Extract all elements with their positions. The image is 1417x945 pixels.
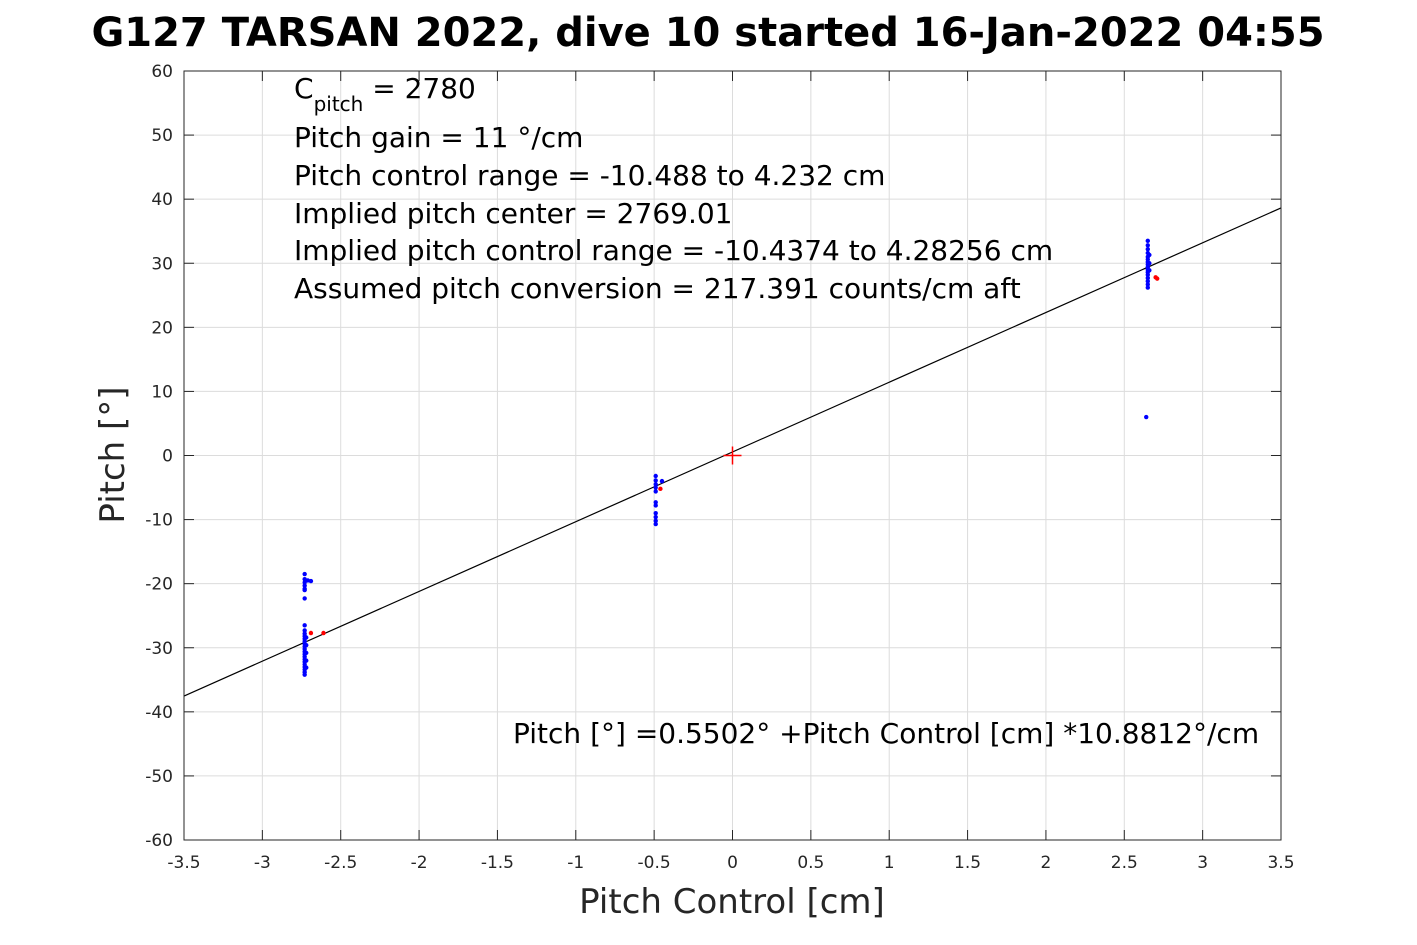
blue-data-point [653, 478, 658, 483]
annotation-fit-equation: Pitch [°] =0.5502° +Pitch Control [cm] *… [513, 717, 1259, 750]
annotation-implied-pitch-control-range: Implied pitch control range = -10.4374 t… [294, 234, 1053, 267]
y-tick-label: -50 [145, 767, 173, 787]
grid [183, 70, 1282, 841]
blue-data-point [1145, 285, 1150, 290]
red-data-point [1154, 276, 1160, 281]
y-tick-label: 10 [151, 382, 173, 402]
blue-data-point [659, 478, 665, 484]
chart-title: G127 TARSAN 2022, dive 10 started 16-Jan… [91, 10, 1324, 56]
x-tick-label: 3.5 [1267, 853, 1294, 873]
y-tick-label: 20 [151, 318, 173, 338]
blue-data-point [302, 571, 307, 577]
blue-data-point [653, 489, 658, 494]
x-tick-label: 2.5 [1111, 853, 1138, 873]
annotation-pitch-gain: Pitch gain = 11 °/cm [294, 121, 583, 154]
blue-data-point [1145, 272, 1150, 277]
x-tick-label: 0.5 [797, 853, 824, 873]
x-axis-ticks: -3.5 -3 -2.5 -2 -1.5 -1 -0.5 0 0.5 1 1.5 2 2.5 3 3.5 [167, 71, 1295, 873]
blue-data-point [304, 658, 309, 663]
y-tick-label: 60 [151, 62, 173, 82]
y-tick-label: -30 [145, 639, 173, 659]
blue-data-point [1145, 282, 1150, 287]
x-tick-label: 0 [727, 853, 738, 873]
blue-data-point [308, 578, 314, 584]
blue-data-point [653, 485, 658, 490]
blue-data-point [653, 473, 658, 479]
y-tick-label: 50 [151, 126, 173, 146]
blue-data-point [1147, 268, 1152, 273]
annotation-c-pitch: Cpitch = 2780 [294, 72, 476, 116]
y-axis-label: Pitch [°] [93, 386, 133, 523]
blue-data-point [304, 665, 309, 670]
y-tick-label: 30 [151, 254, 173, 274]
x-axis-label: Pitch Control [cm] [579, 882, 885, 922]
y-tick-label: -60 [145, 831, 173, 851]
x-tick-label: 1.5 [954, 853, 981, 873]
annotation-c-pitch-base: C [294, 72, 314, 105]
x-tick-label: -2.5 [324, 853, 357, 873]
blue-data-point [653, 500, 658, 505]
annotation-c-pitch-value: = 2780 [363, 72, 476, 105]
blue-data-point [302, 587, 307, 593]
blue-data-point [653, 510, 658, 516]
blue-data-point [302, 596, 307, 601]
y-tick-label: 0 [162, 447, 173, 467]
blue-data-point [1145, 246, 1150, 252]
blue-data-point [1145, 238, 1150, 244]
x-tick-label: 3 [1197, 853, 1208, 873]
blue-data-point [1145, 243, 1150, 248]
x-tick-label: 2 [1041, 853, 1052, 873]
blue-data-point [653, 518, 658, 524]
red-data-point [321, 630, 326, 636]
annotation-c-pitch-subscript: pitch [314, 92, 364, 116]
blue-data-point [1145, 278, 1150, 284]
blue-data-point [302, 583, 307, 588]
x-tick-label: -3.5 [167, 853, 200, 873]
blue-data-point [1144, 414, 1149, 420]
x-tick-label: -1.5 [481, 853, 514, 873]
x-tick-label: -3 [254, 853, 271, 873]
blue-data-point [304, 635, 309, 640]
blue-data-point [653, 514, 658, 520]
center-marker-layer [723, 446, 742, 465]
blue-data-point [1147, 261, 1152, 266]
red-data-point [658, 486, 663, 492]
blue-data-point [302, 628, 307, 633]
blue-data-point [304, 642, 309, 648]
data-points [302, 238, 1160, 677]
x-tick-label: -1 [567, 853, 584, 873]
red-data-point [308, 630, 314, 636]
y-axis-ticks: -60 -50 -40 -30 -20 -10 0 10 20 30 40 50 60 [145, 62, 1281, 851]
annotation-pitch-control-range: Pitch control range = -10.488 to 4.232 c… [294, 159, 885, 192]
blue-data-point [302, 672, 307, 677]
x-tick-label: -2 [411, 853, 428, 873]
blue-data-point [302, 623, 307, 628]
blue-data-point [1145, 275, 1150, 281]
y-tick-label: -10 [145, 511, 173, 531]
annotation-assumed-pitch-conversion: Assumed pitch conversion = 217.391 count… [294, 272, 1021, 305]
blue-data-point [304, 650, 309, 656]
blue-data-point [653, 521, 658, 527]
x-tick-label: 1 [884, 853, 895, 873]
plot-frame [183, 70, 1282, 841]
blue-data-point [653, 503, 658, 508]
y-tick-label: 40 [151, 190, 173, 210]
x-tick-label: -0.5 [638, 853, 671, 873]
y-tick-label: -20 [145, 575, 173, 595]
y-tick-label: -40 [145, 703, 173, 723]
blue-data-point [653, 482, 658, 487]
blue-data-point [1147, 252, 1152, 258]
annotation-implied-pitch-center: Implied pitch center = 2769.01 [294, 197, 732, 230]
